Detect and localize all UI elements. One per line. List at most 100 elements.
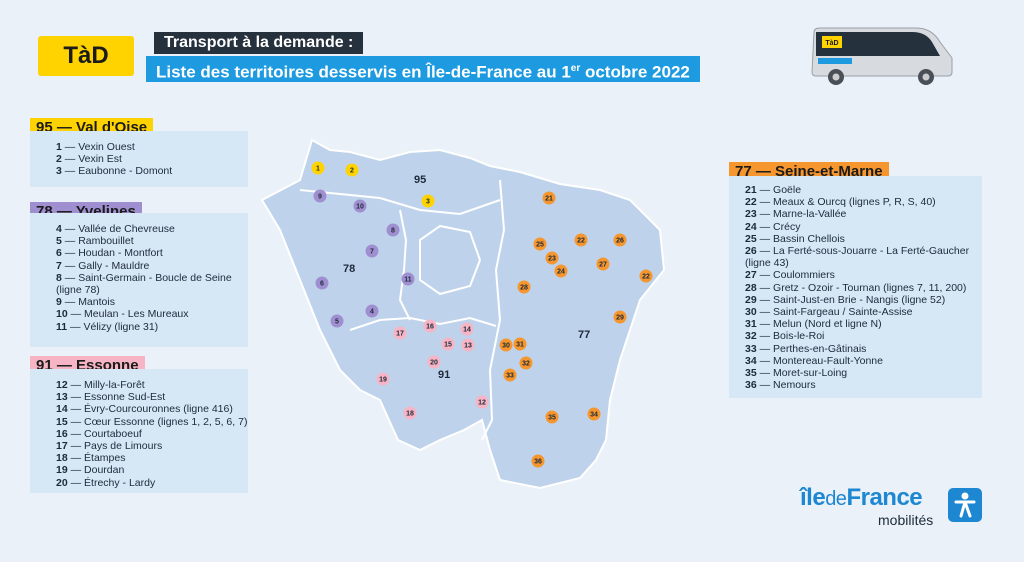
list-item-number: 25 — [745, 232, 757, 245]
list-item-number: 14 — [56, 403, 68, 416]
list-item: 25 — Bassin Chellois — [745, 232, 845, 245]
list-item-name: Coulommiers — [773, 269, 835, 282]
list-item-number: 13 — [56, 391, 68, 404]
list-item-number: 10 — [56, 308, 68, 321]
map-marker-30 — [499, 338, 513, 352]
list-item: 34 — Montereau-Fault-Yonne — [745, 354, 883, 367]
boundary-78-west — [398, 209, 411, 321]
map-marker-label: 4 — [370, 309, 374, 316]
map-marker-label: 36 — [534, 459, 542, 466]
map-marker-26 — [613, 233, 627, 247]
list-item: 28 — Gretz - Ozoir - Tournan (lignes 7, … — [745, 281, 967, 294]
map-marker-23 — [545, 251, 559, 265]
list-item: 8 — Saint-Germain - Boucle de Seine — [56, 271, 232, 284]
list-78: 4 — Vallée de Chevreuse 5 — Rambouillet 6 … — [56, 223, 232, 333]
panel-95: 1 — Vexin Ouest 2 — Vexin Est 3 — Eaubonne… — [30, 131, 248, 187]
list-item: 22 — Meaux & Ourcq (lignes P, R, S, 40) — [745, 196, 936, 209]
list-item-name: Dourdan — [84, 464, 125, 477]
map-marker-label: 3 — [426, 199, 430, 206]
map-marker-label: 27 — [599, 262, 607, 269]
panel-78: 4 — Vallée de Chevreuse 5 — Rambouillet 6 … — [30, 213, 248, 347]
list-item-name: Rambouillet — [78, 235, 134, 248]
list-item-name: Crécy — [773, 220, 801, 233]
list-item: 15 — Cœur Essonne (lignes 1, 2, 5, 6, 7) — [56, 415, 248, 428]
map-marker-17 — [393, 326, 407, 340]
map-marker-label: 32 — [522, 361, 530, 368]
list-item: 27 — Coulommiers — [745, 269, 835, 282]
list-item-number: 34 — [745, 354, 757, 367]
list-item: 16 — Courtaboeuf — [56, 427, 142, 440]
map-marker-label: 5 — [335, 319, 339, 326]
map-marker-label: 25 — [536, 242, 544, 249]
list-item: 33 — Perthes-en-Gâtinais — [745, 342, 867, 355]
panel-77: 21 — Goële 22 — Meaux & Ourcq (lignes P, … — [729, 176, 982, 398]
map-marker-25 — [533, 237, 547, 251]
list-item: 24 — Crécy — [745, 220, 801, 233]
list-item-number: 21 — [745, 184, 757, 196]
list-item-name: Vallée de Chevreuse — [78, 223, 175, 235]
bus-icon: TàD — [808, 24, 956, 91]
list-item-number: 6 — [56, 247, 62, 260]
list-item-number: 20 — [56, 476, 68, 489]
list-item: 18 — Étampes — [56, 452, 126, 465]
map-marker-28 — [517, 280, 531, 294]
map-marker-34 — [587, 407, 601, 421]
list-item-name: Bassin Chellois — [773, 232, 845, 245]
map-marker-11 — [401, 272, 415, 286]
map-marker-label: 35 — [548, 415, 556, 422]
list-item-name: Moret-sur-Loing — [773, 367, 848, 380]
list-item-number: 29 — [745, 293, 757, 306]
dept-label-78: 78 — [343, 263, 355, 275]
list-item-name: La Ferté-sous-Jouarre - La Ferté-Gaucher — [773, 245, 970, 258]
list-item: 13 — Essonne Sud-Est — [56, 391, 166, 404]
map-marker-label: 31 — [516, 342, 524, 349]
map-marker-36 — [531, 454, 545, 468]
list-item: 10 — Meulan - Les Mureaux — [56, 308, 189, 321]
list-item-name: (ligne 78) — [56, 284, 100, 297]
list-item: 32 — Bois-le-Roi — [745, 330, 825, 343]
map-marker-label: 1 — [316, 166, 320, 173]
map-marker-label: 33 — [506, 373, 514, 380]
list-item-number: 32 — [745, 330, 757, 343]
map-marker-label: 18 — [406, 411, 414, 418]
list-item-number: 31 — [745, 318, 757, 331]
list-item: 26 — La Ferté-sous-Jouarre - La Ferté-Ga… — [745, 245, 970, 258]
list-item-name: Vélizy (ligne 31) — [83, 320, 159, 333]
list-item-number: 5 — [56, 235, 62, 248]
runner-icon — [948, 488, 982, 522]
list-item-number: 26 — [745, 245, 757, 258]
list-item: 1 — Vexin Ouest — [56, 141, 135, 153]
list-item-number: 8 — [56, 271, 62, 284]
panel-91: 12 — Milly-la-Forêt 13 — Essonne Sud-Est 1… — [30, 369, 248, 493]
map-marker-label: 24 — [557, 269, 565, 276]
list-item-number: 22 — [745, 196, 757, 209]
list-item: 30 — Saint-Fargeau / Sainte-Assise — [745, 306, 913, 319]
list-item: 6 — Houdan - Montfort — [56, 247, 163, 260]
list-item-number: 27 — [745, 269, 757, 282]
map-marker-4 — [365, 304, 379, 318]
list-item-number: 24 — [745, 220, 757, 233]
map-marker-31 — [513, 337, 527, 351]
list-item: 3 — Eaubonne - Domont — [56, 165, 173, 178]
list-item-name: Étampes — [84, 452, 126, 465]
list-item-name: Goële — [773, 184, 802, 196]
map-marker-label: 19 — [379, 377, 387, 384]
list-item-name: Courtaboeuf — [84, 427, 142, 440]
title-line-1: Transport à la demande : — [154, 32, 364, 54]
map-marker-9 — [313, 189, 327, 203]
title-line-2: Liste des territoires desservis en Île-d… — [146, 56, 700, 82]
title-line-2-main: Liste des territoires desservis en Île-d… — [156, 62, 571, 82]
list-item-name: Saint-Germain - Boucle de Seine — [78, 271, 232, 284]
list-item: 23 — Marne-la-Vallée — [745, 208, 847, 221]
list-item-name: Saint-Fargeau / Sainte-Assise — [773, 306, 913, 319]
map-marker-3 — [421, 194, 435, 208]
title-line-2-sup: er — [570, 63, 581, 74]
list-item: 31 — Melun (Nord et ligne N) — [745, 318, 882, 331]
list-item-number: 3 — [56, 165, 62, 178]
dept-label-91: 91 — [438, 369, 450, 381]
boundary-inner — [419, 224, 482, 296]
list-91: 12 — Milly-la-Forêt 13 — Essonne Sud-Est 1… — [56, 379, 247, 489]
map-marker-27 — [596, 257, 610, 271]
map-marker-32 — [519, 356, 533, 370]
